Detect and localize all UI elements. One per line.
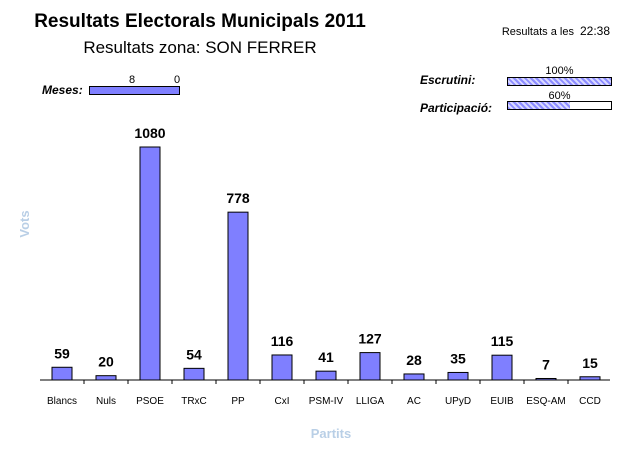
bar-lliga [359,352,381,381]
category-label-psm-iv: PSM-IV [309,396,344,407]
value-label-ac: 28 [406,352,422,368]
zone-subtitle: Resultats zona: SON FERRER [83,38,317,57]
category-label-upyd: UPyD [445,396,471,407]
meses-progress-fill [90,87,179,94]
chart-marks: 59 Blancs 20 Nuls 1080 PSOE 54 TRxC 778 PP 116 CxI 4… [47,125,601,407]
value-label-upyd: 35 [450,350,466,366]
bar-euib [491,354,513,381]
value-label-ccd: 15 [582,355,598,371]
value-label-esq-am: 7 [542,356,550,372]
category-label-nuls: Nuls [96,396,116,407]
y-axis-title: Vots [17,210,32,237]
category-label-esq-am: ESQ-AM [526,396,565,407]
x-axis-title: Partits [311,426,351,441]
page-title: Resultats Electorals Municipals 2011 [34,11,366,32]
bar-psm-iv [315,370,337,381]
value-label-nuls: 20 [98,354,114,370]
category-label-pp: PP [231,396,245,407]
value-label-trxc: 54 [186,346,202,362]
bar-upyd [447,371,469,381]
escrutini-percent: 100% [545,65,574,77]
category-label-euib: EUIB [490,396,514,407]
participacio-progress-bar [507,101,612,110]
value-label-psm-iv: 41 [318,349,334,365]
value-label-blancs: 59 [54,345,70,361]
bar-psoe [139,146,161,381]
value-label-pp: 778 [226,190,250,206]
escrutini-progress-fill [508,78,611,85]
escrutini-progress-bar [507,77,612,86]
participacio-progress-fill [508,102,570,109]
results-time: Resultats a les 22:38 [502,24,610,38]
category-label-cxi: CxI [275,396,290,407]
category-label-lliga: LLIGA [356,396,385,407]
bar-trxc [183,367,205,381]
meses-pending: 0 [174,74,181,86]
value-label-psoe: 1080 [134,125,165,141]
category-label-ac: AC [407,396,421,407]
participacio-label: Participació: [420,101,493,115]
bar-cxi [271,354,293,381]
results-time-value: 22:38 [579,24,610,38]
meses-counted: 8 [129,74,136,86]
participacio-percent: 60% [548,90,571,102]
category-label-trxc: TRxC [181,396,207,407]
category-label-blancs: Blancs [47,396,77,407]
value-label-lliga: 127 [358,331,382,347]
value-label-cxi: 116 [271,333,294,349]
bar-ac [403,373,425,381]
bar-nuls [95,375,117,381]
meses-progress-bar [89,86,180,95]
results-time-label: Resultats a les [501,26,574,38]
bar-pp [227,211,249,381]
bar-blancs [51,366,73,381]
category-label-ccd: CCD [579,396,601,407]
meses-label: Meses: [42,83,83,97]
value-label-euib: 115 [491,333,514,349]
escrutini-label: Escrutini: [420,73,476,87]
category-label-psoe: PSOE [136,396,164,407]
